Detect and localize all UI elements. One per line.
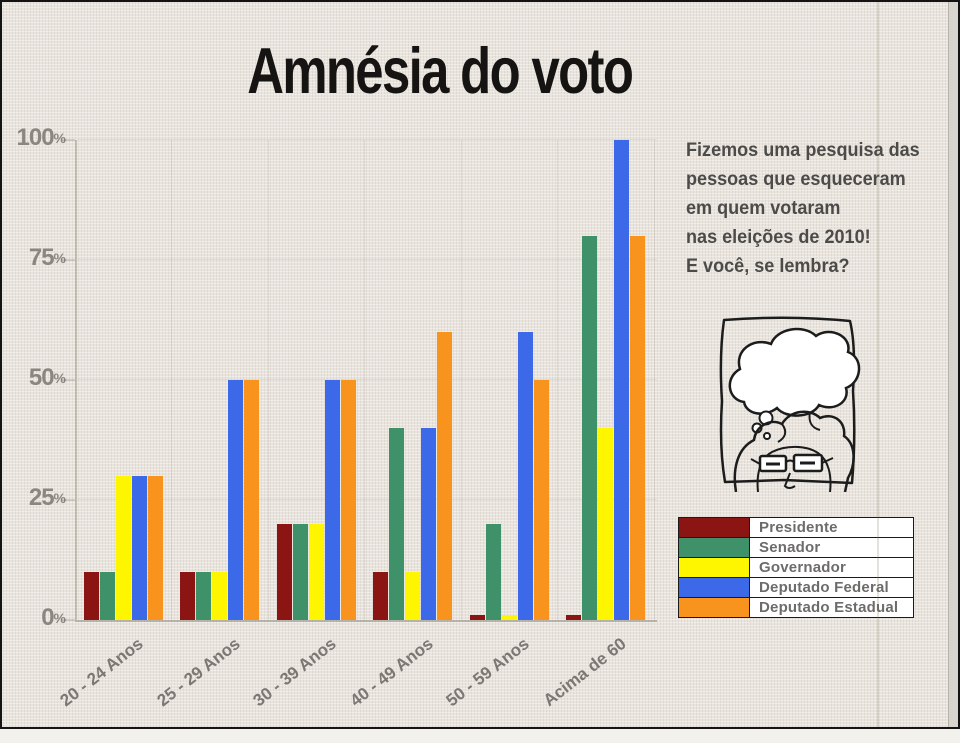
bar-governador-50-59-anos (501, 615, 517, 620)
legend-row: Deputado Estadual (678, 597, 914, 618)
gridline-v (364, 140, 366, 620)
annotation-line: nas eleições de 2010! (686, 227, 871, 248)
bar-deputado-federal-acima-de-60 (614, 140, 629, 620)
percent-sign: % (53, 130, 66, 146)
bar-presidente-20-24-anos (83, 572, 99, 620)
bar-deputado-federal-25-29-anos (228, 380, 243, 620)
y-tick (62, 259, 75, 261)
y-axis-label: 25% (0, 484, 66, 512)
annotation-line: Fizemos uma pesquisa das (686, 140, 920, 161)
legend-label: Governador (749, 557, 914, 578)
bar-governador-25-29-anos (212, 572, 227, 620)
y-axis-label: 50% (0, 364, 66, 392)
bar-presidente-25-29-anos (180, 572, 195, 620)
bar-deputado-federal-30-39-anos (324, 380, 340, 620)
annotation-block: Fizemos uma pesquisa das pessoas que esqu… (686, 136, 933, 281)
paper-crease (877, 2, 879, 729)
legend-label: Presidente (749, 517, 914, 538)
y-axis-value: 100 (16, 124, 55, 151)
bar-presidente-acima-de-60 (566, 615, 581, 620)
y-tick (62, 139, 75, 141)
gridline-h (77, 259, 657, 260)
legend-label: Deputado Estadual (749, 597, 914, 618)
y-axis-label: 100% (0, 124, 67, 152)
y-axis-label: 75% (0, 244, 66, 272)
legend-swatch-senador (678, 537, 750, 558)
percent-sign: % (53, 610, 66, 626)
bar-deputado-estadual-acima-de-60 (630, 236, 645, 620)
y-axis-value: 0 (41, 604, 54, 631)
bar-senador-30-39-anos (292, 524, 308, 620)
bubble-trail-icon (763, 432, 771, 440)
bar-senador-acima-de-60 (582, 236, 597, 620)
y-axis-value: 25 (28, 484, 55, 511)
y-axis-value: 50 (28, 364, 55, 391)
bar-senador-40-49-anos (389, 428, 404, 620)
legend-label: Senador (749, 537, 914, 558)
bar-senador-25-29-anos (196, 572, 211, 620)
bar-governador-40-49-anos (405, 572, 420, 620)
gridline-v (171, 140, 173, 620)
gridline-h (77, 139, 657, 140)
legend-row: Governador (678, 557, 914, 578)
legend-table: Presidente Senador Governador Deputado Fede… (678, 517, 914, 618)
bar-senador-20-24-anos (99, 572, 115, 620)
bar-deputado-federal-20-24-anos (131, 476, 147, 620)
y-tick (62, 499, 75, 501)
bar-governador-20-24-anos (115, 476, 131, 620)
bar-deputado-estadual-40-49-anos (437, 332, 452, 620)
page-title: Amnésia do voto (247, 35, 634, 108)
legend-label: Deputado Federal (749, 577, 914, 598)
legend-swatch-governador (678, 557, 750, 578)
gridline-v (267, 140, 269, 620)
bar-governador-acima-de-60 (598, 428, 613, 620)
y-tick (62, 379, 75, 381)
person-face-icon (733, 410, 855, 492)
bottom-strip (0, 727, 960, 743)
bar-presidente-30-39-anos (276, 524, 292, 620)
bar-deputado-estadual-50-59-anos (533, 380, 549, 620)
bar-deputado-estadual-25-29-anos (244, 380, 259, 620)
y-axis-value: 75 (28, 244, 55, 271)
legend-row: Presidente (678, 517, 914, 538)
legend-swatch-deputado-federal (678, 577, 750, 598)
title-wrap: Amnésia do voto (0, 34, 880, 107)
thought-bubble-icon (728, 327, 861, 417)
gridline-v (460, 140, 462, 620)
annotation-line: em quem votaram (686, 198, 841, 219)
bar-deputado-federal-50-59-anos (517, 332, 533, 620)
bar-presidente-50-59-anos (469, 615, 485, 620)
gridline-v (557, 140, 559, 620)
plot-area (75, 139, 657, 622)
percent-sign: % (53, 490, 66, 506)
annotation-line: pessoas que esqueceram (686, 169, 906, 190)
percent-sign: % (53, 250, 66, 266)
gridline-h (77, 499, 657, 500)
right-edge-strip (948, 2, 958, 729)
bar-governador-30-39-anos (308, 524, 324, 620)
thinking-person-doodle (719, 316, 861, 492)
gridline-v (653, 140, 655, 620)
percent-sign: % (53, 370, 66, 386)
doodle-frame (719, 316, 856, 485)
annotation-line: E você, se lembra? (686, 256, 850, 277)
bar-deputado-federal-40-49-anos (421, 428, 436, 620)
legend-swatch-deputado-estadual (678, 597, 750, 618)
bar-deputado-estadual-30-39-anos (340, 380, 356, 620)
bar-presidente-40-49-anos (373, 572, 388, 620)
bar-senador-50-59-anos (485, 524, 501, 620)
y-axis-label: 0% (0, 604, 66, 632)
gridline-h (77, 379, 657, 380)
legend-row: Deputado Federal (678, 577, 914, 598)
bar-deputado-estadual-20-24-anos (147, 476, 163, 620)
y-tick (62, 619, 75, 621)
legend-swatch-presidente (678, 517, 750, 538)
